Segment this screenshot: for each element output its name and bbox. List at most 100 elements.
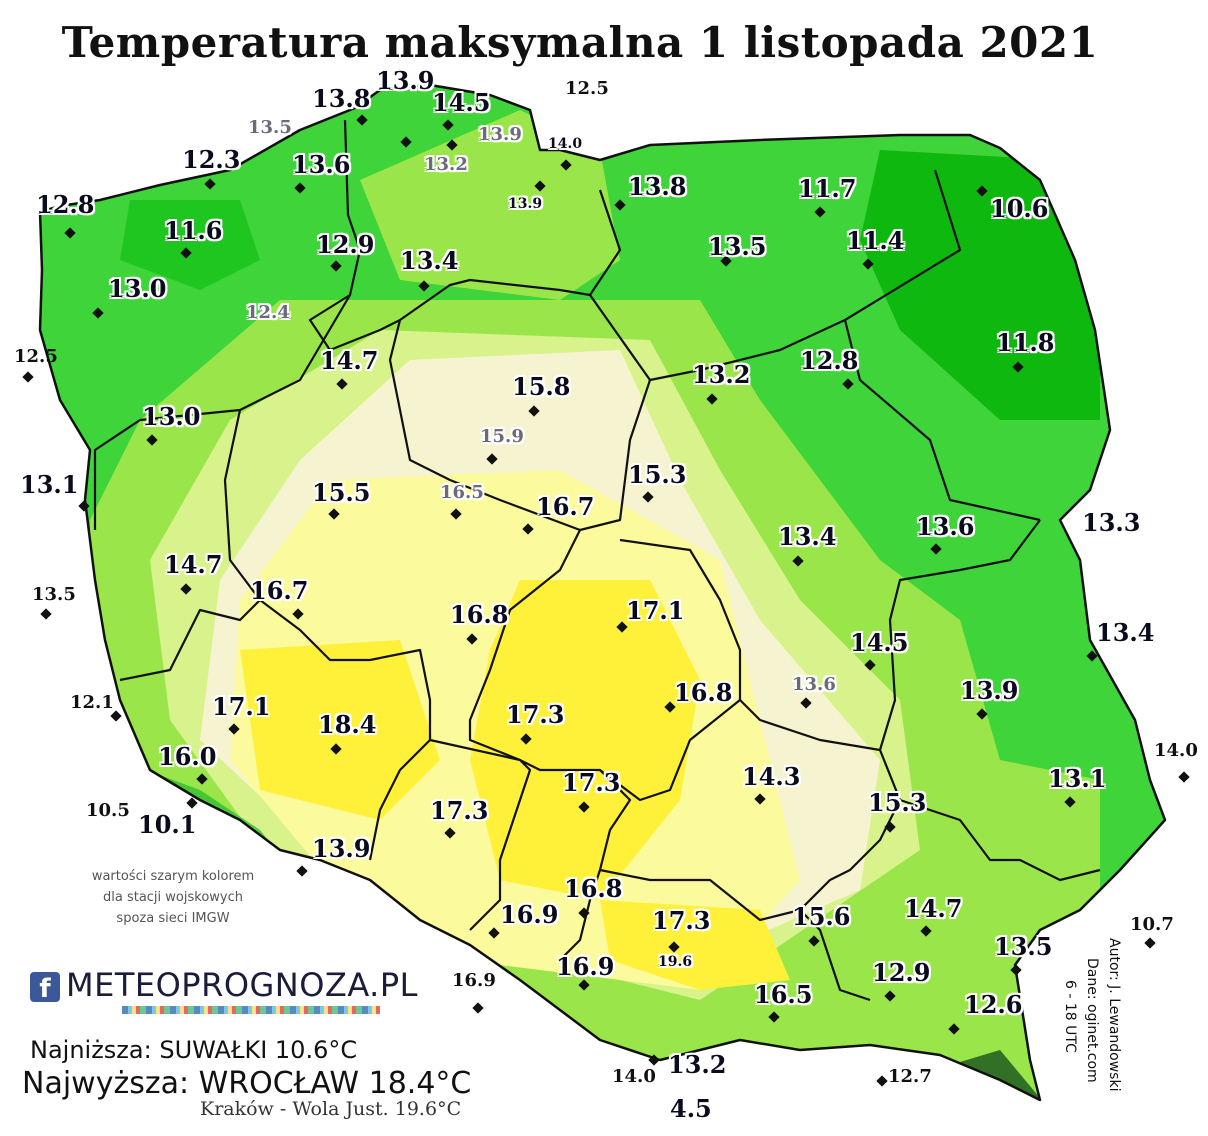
station-marker: [296, 865, 308, 877]
station-marker: [1064, 796, 1076, 808]
station-marker: [444, 827, 456, 839]
map-title: Temperatura maksymalna 1 listopada 2021: [61, 18, 1099, 67]
station-value: 12.5: [565, 78, 609, 99]
station-marker: [336, 378, 348, 390]
station-marker: [976, 708, 988, 720]
station-value: 13.2: [424, 154, 468, 175]
station-value: 12.9: [872, 958, 931, 987]
station-value: 13.9: [312, 834, 371, 863]
station-value: 16.9: [556, 952, 615, 981]
credit-author: Autor: J. Lewandowski: [1106, 938, 1122, 1092]
station-marker: [520, 733, 532, 745]
station-value: 13.0: [108, 274, 167, 303]
station-value: 16.9: [500, 900, 559, 929]
logo-color-bar: [122, 1006, 380, 1014]
station-marker: [720, 255, 732, 267]
station-marker: [466, 633, 478, 645]
station-marker: [486, 453, 498, 465]
station-value: 13.5: [708, 232, 767, 261]
station-value: 13.1: [1048, 764, 1107, 793]
station-value: 10.1: [138, 810, 197, 839]
station-value: 18.4: [318, 710, 377, 739]
station-value: 13.1: [20, 470, 79, 499]
station-value: 17.1: [212, 692, 271, 721]
station-value: 13.5: [248, 117, 292, 138]
station-marker: [186, 797, 198, 809]
station-value: 14.7: [904, 894, 963, 923]
station-marker: [1178, 771, 1190, 783]
station-value: 16.8: [564, 874, 623, 903]
station-marker: [884, 990, 896, 1002]
min-temperature: Najniższa: SUWAŁKI 10.6°C: [30, 1036, 358, 1064]
station-value: 17.3: [562, 768, 621, 797]
station-value: 17.3: [652, 906, 711, 935]
station-marker: [642, 491, 654, 503]
station-value: 12.4: [246, 302, 290, 323]
station-value: 12.8: [36, 190, 95, 219]
station-value: 11.8: [996, 328, 1055, 357]
station-marker: [1086, 650, 1098, 662]
station-value: 13.9: [376, 66, 435, 95]
station-value: 13.8: [628, 172, 687, 201]
station-value: 11.4: [846, 226, 905, 255]
station-value: 16.7: [536, 492, 595, 521]
station-marker: [920, 925, 932, 937]
station-value: 15.5: [312, 478, 371, 507]
station-value: 13.6: [792, 674, 836, 695]
station-marker: [522, 523, 534, 535]
station-marker: [204, 178, 216, 190]
station-value: 12.1: [70, 692, 114, 713]
station-value: 15.3: [628, 460, 687, 489]
station-value: 19.6: [658, 954, 693, 970]
country-border: [38, 83, 1167, 1102]
station-marker: [180, 247, 192, 259]
logo-text: METEOPROGNOZA.PL: [66, 966, 418, 1004]
station-marker: [792, 555, 804, 567]
station-marker: [328, 508, 340, 520]
station-marker: [40, 608, 52, 620]
station-marker: [228, 723, 240, 735]
facebook-icon[interactable]: f: [30, 972, 60, 1004]
station-marker: [884, 821, 896, 833]
station-value: 13.9: [478, 124, 522, 145]
station-marker: [446, 139, 458, 151]
station-marker: [196, 773, 208, 785]
station-marker: [472, 1002, 484, 1014]
station-marker: [706, 393, 718, 405]
station-marker: [930, 543, 942, 555]
station-value: 10.7: [1130, 914, 1174, 935]
station-marker: [648, 1054, 660, 1066]
station-value: 13.3: [1082, 508, 1141, 537]
station-value: 13.2: [668, 1050, 727, 1079]
station-value: 12.3: [182, 145, 241, 174]
station-marker: [842, 378, 854, 390]
credit-data: Dane: oginet.com: [1084, 958, 1100, 1083]
station-marker: [1010, 964, 1022, 976]
station-marker: [22, 371, 34, 383]
station-marker: [754, 793, 766, 805]
station-value: 13.0: [142, 402, 201, 431]
station-value: 13.5: [32, 584, 76, 605]
station-marker: [948, 1023, 960, 1035]
station-marker: [814, 206, 826, 218]
station-marker: [768, 1011, 780, 1023]
station-value: 17.3: [506, 700, 565, 729]
station-marker: [976, 185, 988, 197]
station-marker: [808, 935, 820, 947]
station-value: 13.5: [994, 932, 1053, 961]
station-value: 14.7: [320, 346, 379, 375]
station-value: 10.6: [990, 194, 1049, 223]
station-marker: [664, 701, 676, 713]
meteoprognoza-logo[interactable]: f METEOPROGNOZA.PL: [30, 966, 417, 1020]
station-value: 14.3: [742, 762, 801, 791]
station-value: 13.9: [960, 676, 1019, 705]
station-marker: [400, 136, 412, 148]
station-value: 16.9: [452, 970, 496, 991]
station-marker: [330, 260, 342, 272]
station-marker: [330, 743, 342, 755]
station-value: 14.0: [548, 136, 583, 152]
station-value: 14.0: [612, 1066, 656, 1087]
station-value: 13.4: [778, 522, 837, 551]
station-value: 16.7: [250, 576, 309, 605]
station-marker: [292, 608, 304, 620]
